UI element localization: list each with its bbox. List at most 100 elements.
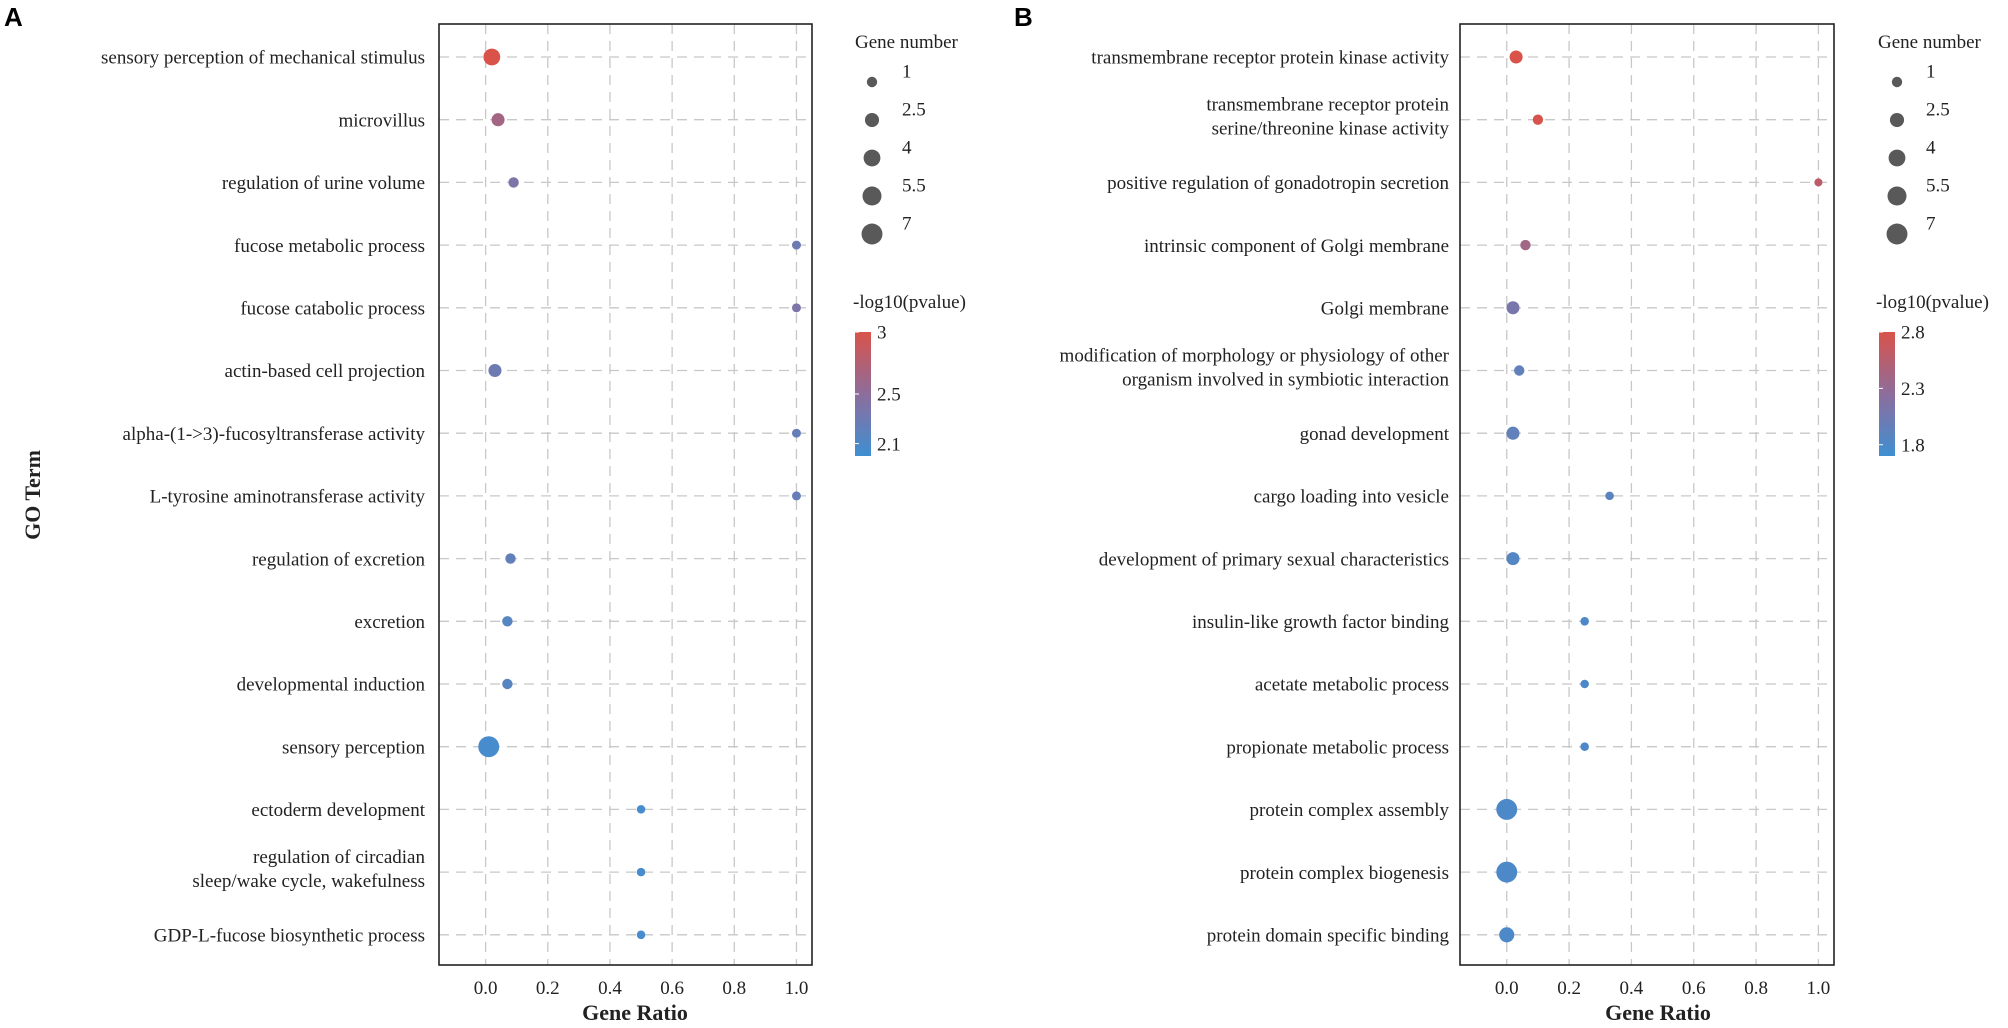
x-tick-label: 1.0 bbox=[785, 978, 809, 999]
x-tick-label: 0.4 bbox=[598, 978, 622, 999]
go-term-label: transmembrane receptor protein kinase ac… bbox=[1091, 48, 1449, 69]
go-term-label: insulin-like growth factor binding bbox=[1192, 612, 1449, 633]
x-tick-label: 0.2 bbox=[536, 978, 560, 999]
size-legend-label: 7 bbox=[902, 213, 912, 234]
go-term-label-line: transmembrane receptor protein bbox=[1206, 95, 1449, 116]
x-tick-label: 0.2 bbox=[1557, 978, 1581, 999]
size-legend-dot bbox=[1889, 112, 1905, 128]
go-term-label: acetate metabolic process bbox=[1255, 675, 1449, 696]
grid-lines-a bbox=[439, 24, 812, 965]
panel-letter-a: A bbox=[4, 2, 23, 32]
size-legend-b: Gene number 1 2.5 4 5.5 7 bbox=[1878, 32, 1982, 245]
data-point bbox=[1496, 861, 1518, 883]
term-labels-a: sensory perception of mechanical stimulu… bbox=[101, 48, 426, 947]
color-gradient-bar-b bbox=[1879, 332, 1895, 456]
size-legend-label: 5.5 bbox=[902, 175, 926, 196]
x-tick-label: 1.0 bbox=[1807, 978, 1831, 999]
x-axis-title-a: Gene Ratio bbox=[582, 1000, 688, 1025]
y-axis-title: GO Term bbox=[20, 450, 45, 540]
data-point bbox=[1605, 491, 1614, 501]
size-legend-dot bbox=[1891, 76, 1903, 88]
panel-letter-b: B bbox=[1014, 2, 1033, 32]
data-points-a bbox=[478, 48, 801, 940]
go-term-label: excretion bbox=[354, 612, 425, 633]
go-term-label: developmental induction bbox=[237, 675, 426, 696]
data-point bbox=[791, 428, 801, 438]
go-term-label: modification of morphology or physiology… bbox=[1060, 346, 1450, 391]
data-point bbox=[1509, 50, 1523, 64]
color-legend-label: 1.8 bbox=[1901, 435, 1925, 456]
go-term-label: regulation of excretion bbox=[252, 549, 426, 570]
x-tick-label: 0.0 bbox=[474, 978, 498, 999]
size-legend-label: 5.5 bbox=[1926, 175, 1950, 196]
color-legend-label: 2.3 bbox=[1901, 379, 1925, 400]
size-legend-items-a: 1 2.5 4 5.5 7 bbox=[861, 61, 926, 245]
size-legend-label: 7 bbox=[1926, 213, 1936, 234]
size-legend-label: 1 bbox=[1926, 61, 1936, 82]
go-term-label: fucose catabolic process bbox=[240, 298, 425, 319]
data-point bbox=[1580, 679, 1589, 689]
x-tick-label: 0.8 bbox=[1744, 978, 1768, 999]
size-legend-label: 4 bbox=[902, 137, 912, 158]
color-legend-ticks-b: 2.8 2.3 1.8 bbox=[1879, 323, 1925, 456]
data-point bbox=[508, 177, 519, 188]
go-term-label: fucose metabolic process bbox=[234, 236, 425, 257]
go-term-label: ectoderm development bbox=[251, 800, 425, 821]
x-tick-label: 0.4 bbox=[1620, 978, 1644, 999]
color-legend-a: -log10(pvalue) 3 2.5 2.1 bbox=[853, 292, 966, 456]
size-legend-label: 2.5 bbox=[1926, 99, 1950, 120]
data-point bbox=[1506, 552, 1520, 566]
data-point bbox=[1506, 301, 1520, 315]
size-legend-dot bbox=[861, 223, 883, 245]
size-legend-items-b: 1 2.5 4 5.5 7 bbox=[1886, 61, 1950, 245]
go-term-label: sensory perception bbox=[282, 737, 425, 758]
data-point bbox=[483, 48, 501, 66]
go-term-label: microvillus bbox=[338, 110, 425, 131]
x-axis-title-b: Gene Ratio bbox=[1605, 1000, 1711, 1025]
color-legend-b: -log10(pvalue) 2.8 2.3 1.8 bbox=[1876, 292, 1989, 456]
data-point bbox=[502, 678, 513, 690]
x-tick-labels-b: 0.0 0.2 0.4 0.6 0.8 1.0 bbox=[1495, 978, 1830, 999]
data-point bbox=[636, 805, 646, 814]
go-term-label: cargo loading into vesicle bbox=[1254, 487, 1449, 508]
color-legend-label: 2.5 bbox=[877, 385, 901, 406]
go-term-label-line: organism involved in symbiotic interacti… bbox=[1122, 370, 1449, 391]
panel-b: B transmembrane receptor protein kinase … bbox=[1014, 2, 1989, 1025]
data-points-b bbox=[1496, 50, 1823, 943]
go-term-label: intrinsic component of Golgi membrane bbox=[1144, 236, 1449, 257]
data-point bbox=[488, 363, 502, 378]
go-term-label: sensory perception of mechanical stimulu… bbox=[101, 48, 425, 69]
color-legend-label: 3 bbox=[877, 323, 887, 344]
data-point bbox=[1580, 617, 1589, 626]
go-term-label: L-tyrosine aminotransferase activity bbox=[150, 487, 426, 508]
go-term-label: Golgi membrane bbox=[1321, 298, 1449, 319]
size-legend-label: 1 bbox=[902, 61, 912, 82]
size-legend-dot bbox=[1887, 186, 1907, 206]
color-legend-title-a: -log10(pvalue) bbox=[853, 292, 966, 313]
grid-lines-b bbox=[1460, 24, 1834, 965]
go-term-label: alpha-(1->3)-fucosyltransferase activity bbox=[123, 424, 426, 445]
go-term-label: regulation of urine volume bbox=[222, 173, 425, 194]
data-point bbox=[478, 736, 500, 758]
go-term-label-line: modification of morphology or physiology… bbox=[1060, 346, 1450, 367]
size-legend-title-b: Gene number bbox=[1878, 32, 1982, 53]
color-legend-ticks-a: 3 2.5 2.1 bbox=[855, 323, 901, 455]
size-legend-label: 2.5 bbox=[902, 99, 926, 120]
go-term-label: actin-based cell projection bbox=[225, 361, 426, 382]
size-legend-title-a: Gene number bbox=[855, 32, 959, 53]
x-tick-label: 0.8 bbox=[722, 978, 746, 999]
color-legend-title-b: -log10(pvalue) bbox=[1876, 292, 1989, 313]
data-point bbox=[791, 303, 801, 313]
x-tick-label: 0.6 bbox=[660, 978, 684, 999]
term-labels-b: transmembrane receptor protein kinase ac… bbox=[1060, 48, 1450, 947]
size-legend-dot bbox=[866, 76, 878, 88]
data-point bbox=[491, 113, 505, 127]
size-legend-dot bbox=[864, 112, 880, 128]
x-tick-label: 0.0 bbox=[1495, 978, 1519, 999]
color-legend-label: 2.1 bbox=[877, 434, 901, 455]
color-gradient-bar-a bbox=[855, 332, 871, 456]
go-term-label: gonad development bbox=[1300, 424, 1450, 445]
go-term-label: GDP-L-fucose biosynthetic process bbox=[154, 925, 425, 946]
size-legend-dot bbox=[1888, 149, 1906, 167]
